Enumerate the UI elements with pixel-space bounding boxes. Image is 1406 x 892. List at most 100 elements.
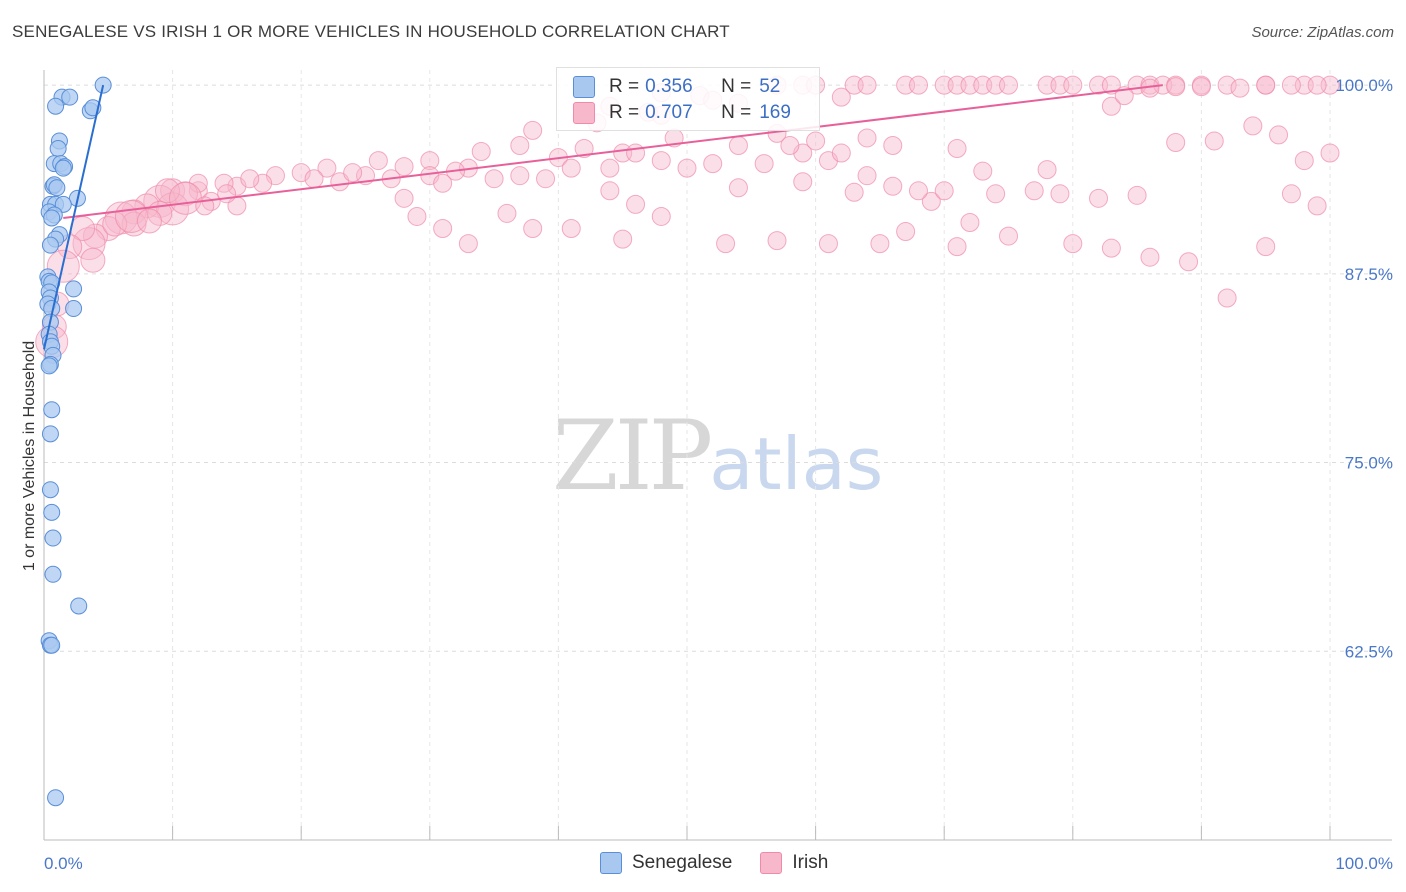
irish-point [1269,125,1289,145]
senegalese-point [47,97,65,115]
label-irish: Irish [792,852,829,873]
trend-lines [43,84,1163,350]
irish-point [1217,288,1237,308]
irish-point [857,166,877,186]
senegalese-point [65,300,83,318]
irish-point [1256,75,1276,95]
irish-point [831,143,851,163]
irish-point [458,234,478,254]
irish-point [1101,96,1121,116]
irish-point [651,151,671,171]
irish-point [1063,75,1083,95]
y-axis-label: 1 or more Vehicles in Household [21,341,38,571]
irish-point [1179,252,1199,272]
senegalese-trend-line [43,84,105,350]
swatch-irish [760,852,783,874]
irish-point [536,169,556,189]
irish-point [1140,247,1160,267]
senegalese-point [43,503,61,521]
legend-r-label: R = [609,102,640,123]
legend-r-label: R = [609,76,640,97]
irish-point [433,219,453,239]
irish-point [728,135,748,155]
y-tick-label: 62.5% [1345,642,1393,661]
senegalese-point [43,401,61,419]
legend-item-irish: Irish [760,852,828,874]
irish-point [1024,181,1044,201]
irish-point [908,75,928,95]
legend-n-label: N = [721,102,752,123]
irish-point [793,172,813,192]
irish-point [574,139,594,159]
legend-r-value: 0.356 [645,76,693,97]
irish-point [1281,75,1301,95]
irish-point [1281,184,1301,204]
irish-point [168,181,202,215]
irish-point [1166,77,1186,97]
senegalese-point [47,789,65,807]
irish-point [394,157,414,177]
senegalese-point [54,159,72,177]
irish-point [1320,143,1340,163]
irish-point [1307,196,1327,216]
irish-point [986,184,1006,204]
irish-point [343,163,363,183]
irish-point [1204,131,1224,151]
irish-point [1127,185,1147,205]
senegalese-point [65,280,83,298]
irish-point [253,173,273,193]
irish-point [510,135,530,155]
irish-point [154,178,180,204]
irish-point [420,151,440,171]
senegalese-point [41,425,59,443]
swatch-senegalese [600,852,622,874]
irish-point [217,184,237,204]
watermark-atlas: atlas [709,422,884,506]
irish-point [80,247,106,273]
irish-point [767,231,787,251]
irish-point [291,163,311,183]
irish-point [1063,234,1083,254]
irish-point [703,154,723,174]
senegalese-point [43,636,61,654]
senegalese-point [41,236,59,254]
irish-point [921,191,941,211]
irish-point [304,169,324,189]
irish-point [870,234,890,254]
senegalese-point [70,597,88,615]
source-label: Source: ZipAtlas.com [1251,24,1394,41]
legend-item-senegalese: Senegalese [600,852,732,874]
irish-point [999,75,1018,95]
chart-title: SENEGALESE VS IRISH 1 OR MORE VEHICLES I… [12,22,730,41]
irish-point [947,237,967,257]
watermark-zip: ZIP [552,400,713,512]
irish-point [1307,75,1327,95]
y-tick-label: 87.5% [1345,265,1393,284]
irish-point [1037,160,1057,180]
irish-point [1243,116,1263,136]
irish-point [883,176,903,196]
y-tick-label: 100.0% [1335,76,1393,95]
irish-point [1230,78,1250,98]
irish-point [857,75,877,95]
irish-point [651,206,671,226]
irish-point [780,135,800,155]
irish-trend-line [63,84,1163,219]
irish-point [677,158,697,178]
legend-row-irish: R = 0.707 N = 169 [573,100,791,126]
irish-point [433,173,453,193]
senegalese-point [44,529,62,547]
irish-point [626,143,646,163]
irish-point [484,169,504,189]
irish-point [908,181,928,201]
senegalese-point [61,88,79,106]
irish-point [1217,75,1237,95]
axes [43,70,1392,841]
irish-point [896,222,916,242]
irish-point [1294,151,1314,171]
irish-point [754,154,774,174]
irish-point [1191,77,1211,97]
irish-point [523,120,543,140]
irish-point [857,128,877,148]
